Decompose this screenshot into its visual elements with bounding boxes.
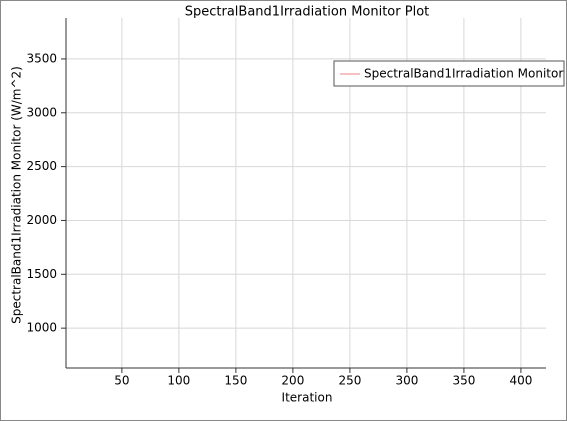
x-tick-label: 300: [395, 374, 418, 388]
y-tick-label: 2500: [26, 159, 57, 173]
x-tick-label: 200: [281, 374, 304, 388]
y-tick-label: 1500: [26, 267, 57, 281]
y-tick-label: 2000: [26, 213, 57, 227]
y-tick-label: 1000: [26, 321, 57, 335]
y-tick-label: 3000: [26, 105, 57, 119]
legend-label: SpectralBand1Irradiation Monitor: [364, 67, 563, 81]
legend-box: [333, 60, 565, 87]
y-axis-label: SpectralBand1Irradiation Monitor (W/m^2): [10, 66, 24, 324]
x-tick-label: 100: [167, 374, 190, 388]
x-tick-label: 400: [509, 374, 532, 388]
x-tick-label: 150: [224, 374, 247, 388]
x-tick-label: 350: [452, 374, 475, 388]
chart-title: SpectralBand1Irradiation Monitor Plot: [185, 5, 430, 20]
x-axis-label: Iteration: [282, 391, 333, 405]
y-tick-label: 3500: [26, 51, 57, 65]
x-tick-label: 50: [114, 374, 129, 388]
x-tick-label: 250: [338, 374, 361, 388]
